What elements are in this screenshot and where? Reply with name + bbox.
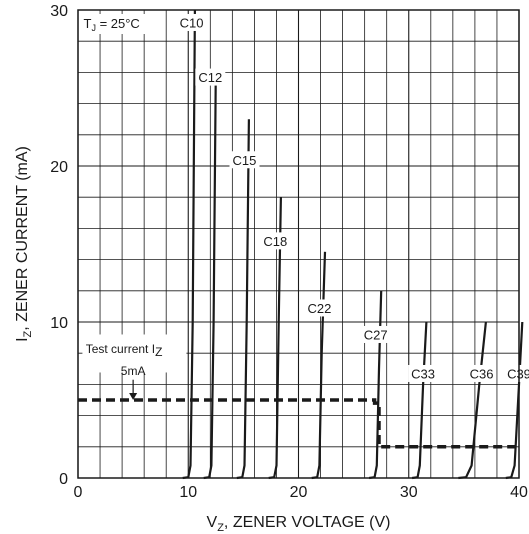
- test-current-arrow-head: [129, 393, 138, 400]
- curve-label-bg: [176, 13, 207, 31]
- curve-label-bg: [195, 68, 226, 86]
- tj-annotation-text: TJ = 25°C: [84, 16, 140, 33]
- test-current-sub: Z: [155, 345, 162, 359]
- y-tick-label: 0: [59, 471, 68, 488]
- curve-label-c27: C27: [364, 327, 388, 342]
- test-current-value: 5mA: [121, 364, 146, 378]
- curve-labels: C10 C12 C15 C18 C22 C27 C33 C36 C39: [176, 13, 529, 382]
- curve-label-c33: C33: [411, 366, 435, 381]
- plot-border: [77, 9, 520, 479]
- y-axis-title-sub: Z: [22, 330, 34, 337]
- y-axis-title-main: I: [14, 337, 31, 341]
- tj-prefix: T: [84, 16, 92, 31]
- test-current-lines: [78, 398, 519, 449]
- curve-label-bg: [504, 364, 529, 382]
- x-axis-title-rest: , ZENER VOLTAGE (V): [224, 514, 391, 531]
- x-axis-title: VZ, ZENER VOLTAGE (V): [207, 514, 391, 534]
- y-tick-label: 10: [50, 315, 68, 332]
- curve-label-bg: [360, 325, 391, 343]
- x-tick-label: 20: [290, 484, 308, 501]
- x-tick-label: 10: [179, 484, 197, 501]
- curve-label-bg: [408, 364, 439, 382]
- curve-label-bg: [260, 232, 291, 250]
- curve-label-c22: C22: [308, 301, 332, 316]
- curve-label-bg: [229, 151, 260, 169]
- curve-label-bg: [304, 299, 335, 317]
- y-tick-label: 30: [50, 3, 68, 20]
- x-tick-label: 40: [510, 484, 528, 501]
- y-axis-title: IZ, ZENER CURRENT (mA): [14, 146, 34, 342]
- curve-label-c12: C12: [198, 70, 222, 85]
- test-current-bg: [82, 334, 187, 373]
- test-current-annotation: Test current IZ 5mA: [82, 334, 187, 400]
- x-axis-title-main: V: [207, 514, 218, 531]
- y-tick-label: 20: [50, 159, 68, 176]
- tj-annotation: TJ = 25°C: [80, 14, 163, 34]
- x-tick-label: 0: [74, 484, 83, 501]
- tj-sub: J: [91, 23, 96, 33]
- curve-label-c39: C39: [507, 366, 529, 381]
- x-tick-label: 30: [400, 484, 418, 501]
- y-axis-title-rest: , ZENER CURRENT (mA): [14, 146, 31, 331]
- tj-annotation-bg: [80, 14, 163, 34]
- tj-rest: = 25°C: [96, 16, 140, 31]
- curve-label-c10: C10: [180, 15, 204, 30]
- curve-label-c15: C15: [233, 153, 257, 168]
- x-axis-title-sub: Z: [217, 522, 224, 534]
- grid: [77, 9, 520, 479]
- test-current-text: Test current I: [86, 342, 155, 356]
- test-current-line: [78, 398, 519, 449]
- curve-label-bg: [466, 364, 497, 382]
- tick-labels: 0 10 20 30 40 0 10 20 30: [50, 3, 528, 501]
- test-current-label: Test current IZ: [86, 342, 163, 359]
- curve-label-c36: C36: [470, 366, 494, 381]
- curve-label-c18: C18: [263, 234, 287, 249]
